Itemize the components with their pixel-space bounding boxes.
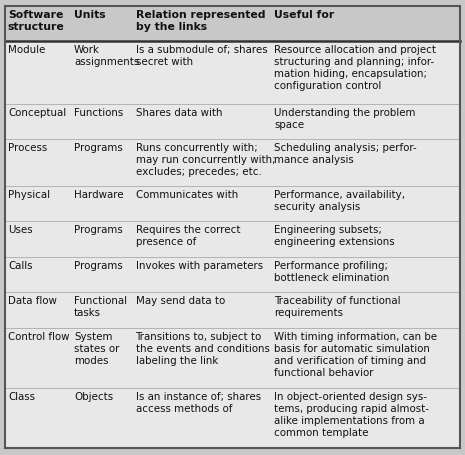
Text: Work
assignments: Work assignments	[74, 45, 139, 67]
Bar	[5, 222, 460, 258]
Text: Calls: Calls	[8, 261, 33, 271]
Text: Resource allocation and project
structuring and planning; infor-
mation hiding, : Resource allocation and project structur…	[274, 45, 437, 91]
Bar	[5, 140, 460, 187]
Text: Conceptual: Conceptual	[8, 108, 66, 118]
Text: Is a submodule of; shares
secret with: Is a submodule of; shares secret with	[135, 45, 267, 67]
Text: Programs: Programs	[74, 261, 123, 271]
Text: Runs concurrently with;
may run concurrently with;
excludes; precedes; etc.: Runs concurrently with; may run concurre…	[135, 143, 275, 177]
Bar	[5, 187, 460, 222]
Text: Data flow: Data flow	[8, 296, 57, 306]
Text: Is an instance of; shares
access methods of: Is an instance of; shares access methods…	[135, 392, 260, 414]
Bar	[5, 258, 460, 293]
Text: System
states or
modes: System states or modes	[74, 332, 120, 366]
Text: Invokes with parameters: Invokes with parameters	[135, 261, 263, 271]
Text: Transitions to, subject to
the events and conditions
labeling the link: Transitions to, subject to the events an…	[135, 332, 269, 366]
Text: Programs: Programs	[74, 225, 123, 235]
Text: Class: Class	[8, 392, 35, 401]
Text: In object-oriented design sys-
tems, producing rapid almost-
alike implementatio: In object-oriented design sys- tems, pro…	[274, 392, 430, 437]
Text: Process: Process	[8, 143, 47, 153]
Text: Shares data with: Shares data with	[135, 108, 222, 118]
Text: May send data to: May send data to	[135, 296, 225, 306]
Text: Module: Module	[8, 45, 45, 55]
Text: Requires the correct
presence of: Requires the correct presence of	[135, 225, 240, 247]
Text: Objects: Objects	[74, 392, 113, 401]
Text: Hardware: Hardware	[74, 190, 124, 200]
Bar	[5, 42, 460, 105]
Text: Useful for: Useful for	[274, 10, 335, 20]
Text: Functional
tasks: Functional tasks	[74, 296, 127, 318]
Text: Control flow: Control flow	[8, 332, 69, 342]
Text: Traceability of functional
requirements: Traceability of functional requirements	[274, 296, 401, 318]
Text: Performance, availability,
security analysis: Performance, availability, security anal…	[274, 190, 405, 212]
Text: Programs: Programs	[74, 143, 123, 153]
Bar	[5, 105, 460, 140]
Bar	[5, 389, 460, 448]
Text: Functions: Functions	[74, 108, 123, 118]
Text: Scheduling analysis; perfor-
mance analysis: Scheduling analysis; perfor- mance analy…	[274, 143, 417, 165]
Bar	[5, 7, 460, 42]
Text: Relation represented
by the links: Relation represented by the links	[135, 10, 265, 32]
Text: With timing information, can be
basis for automatic simulation
and verification : With timing information, can be basis fo…	[274, 332, 438, 378]
Text: Performance profiling;
bottleneck elimination: Performance profiling; bottleneck elimin…	[274, 261, 390, 283]
Text: Understanding the problem
space: Understanding the problem space	[274, 108, 416, 130]
Text: Communicates with: Communicates with	[135, 190, 238, 200]
Text: Units: Units	[74, 10, 106, 20]
Text: Software
structure: Software structure	[8, 10, 65, 32]
Bar	[5, 329, 460, 389]
Text: Physical: Physical	[8, 190, 50, 200]
Text: Uses: Uses	[8, 225, 33, 235]
Text: Engineering subsets;
engineering extensions: Engineering subsets; engineering extensi…	[274, 225, 395, 247]
Bar	[5, 293, 460, 329]
